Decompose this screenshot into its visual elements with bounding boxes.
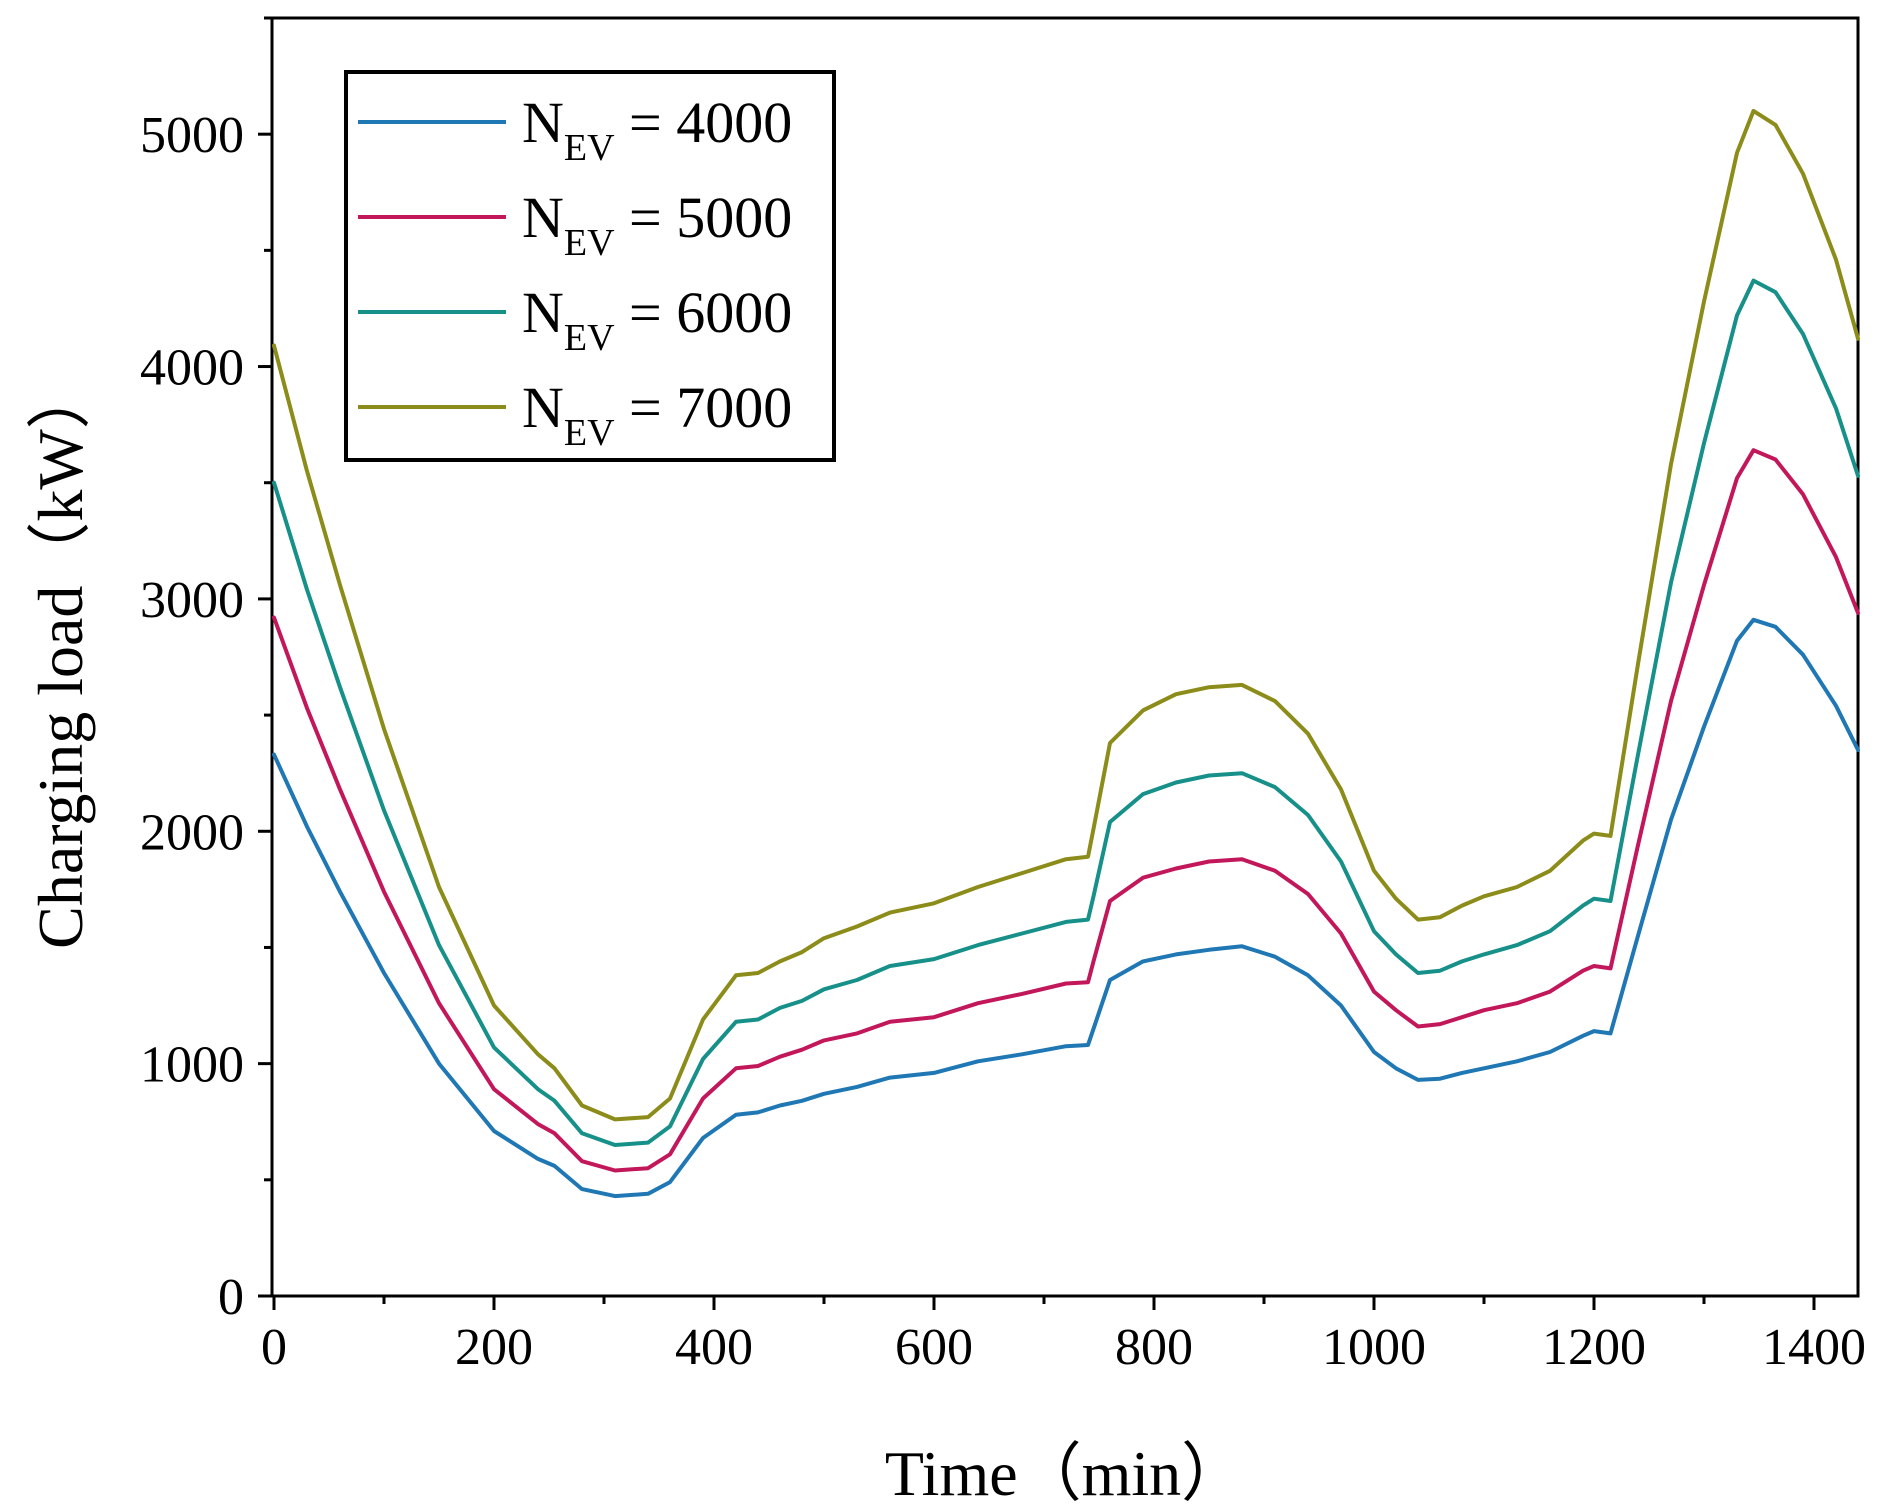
- x-tick-label: 800: [1115, 1319, 1193, 1376]
- legend: NEV = 4000 NEV = 5000 NEV = 6000 NEV = 7000: [344, 70, 836, 462]
- y-axis-title: Charging load（kW）: [25, 365, 96, 949]
- y-tick-label: 1000: [140, 1037, 244, 1094]
- plot-frame: [270, 16, 1860, 1298]
- y-tick-label: 2000: [140, 804, 244, 861]
- series-layer: [272, 108, 1860, 1199]
- y-tick-label: 5000: [140, 107, 244, 164]
- series-line-3: [272, 278, 1860, 1147]
- x-tick-label: 200: [455, 1319, 533, 1376]
- y-tick-label: 0: [218, 1269, 244, 1326]
- legend-label-3: NEV = 6000: [522, 280, 792, 359]
- series-line-4: [272, 108, 1860, 1122]
- legend-label-4: NEV = 7000: [522, 375, 792, 454]
- x-tick-label: 400: [675, 1319, 753, 1376]
- y-tick-label: 4000: [140, 340, 244, 397]
- legend-label-1: NEV = 4000: [522, 90, 792, 169]
- x-tick-label: 1400: [1762, 1319, 1866, 1376]
- series-line-1: [272, 617, 1860, 1199]
- legend-label-2: NEV = 5000: [522, 185, 792, 264]
- series-line-2: [272, 448, 1860, 1173]
- x-tick-label: 0: [261, 1319, 287, 1376]
- y-tick-label: 3000: [140, 572, 244, 629]
- x-tick-label: 600: [895, 1319, 973, 1376]
- x-tick-label: 1000: [1322, 1319, 1426, 1376]
- x-tick-label: 1200: [1542, 1319, 1646, 1376]
- x-axis-title: Time（min）: [885, 1438, 1245, 1506]
- ticks-layer: 0 200 400 600 800 1000 1200 1400 0 1000 2000 3000 40…: [140, 16, 1866, 1376]
- legend-box: [344, 70, 836, 462]
